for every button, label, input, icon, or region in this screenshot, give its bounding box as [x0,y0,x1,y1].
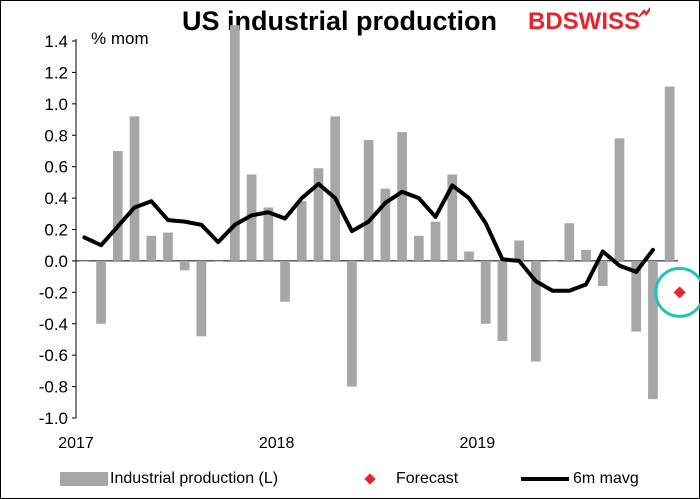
logo-arrow-icon [638,7,651,17]
legend-swatch-bars [60,471,108,486]
y-tick-label: 0.6 [44,158,68,177]
bar-industrial-production [196,260,207,337]
y-tick-label: -0.6 [39,346,68,365]
bar-industrial-production [597,260,608,287]
bdswiss-logo: BDSWISS [528,7,652,36]
bar-industrial-production [631,260,642,332]
legend-label-forecast: Forecast [396,470,459,487]
bar-industrial-production [397,132,407,261]
bar-industrial-production [581,249,591,261]
logo-text-swiss: SWISS [562,8,641,35]
bar-industrial-production [330,116,341,261]
legend-item-line: 6m mavg [521,470,639,490]
bar-industrial-production [112,150,123,261]
y-tick-label: -1.0 [39,409,68,428]
y-tick-label: 1.4 [44,32,68,51]
forecast-marker [673,286,686,299]
bar-industrial-production [480,260,491,324]
bar-industrial-production [447,174,458,261]
bar-industrial-production [363,139,374,261]
bar-industrial-production [96,260,106,324]
y-tick-label: 1.2 [44,63,68,82]
logo-text-bd: BD [528,8,563,35]
legend-swatch-line [521,476,569,481]
bar-industrial-production [648,260,658,400]
bar-industrial-production [430,221,441,261]
y-tick-label: 0.8 [44,126,68,145]
y-tick-label: 0.0 [44,252,68,271]
y-tick-label: -0.2 [39,283,68,302]
y-tick-label: 1.0 [44,95,68,114]
bar-industrial-production [464,251,474,261]
bar-industrial-production [246,174,257,261]
y-tick-label: 0.4 [44,189,68,208]
y-tick-label: -0.8 [39,378,68,397]
bar-industrial-production [531,260,541,362]
bar-industrial-production [179,260,190,271]
bar-industrial-production [296,201,307,261]
forecast-highlight-ring [654,266,700,318]
line-6m-mavg [82,181,655,293]
bar-industrial-production [380,188,391,261]
bar-industrial-production [664,86,675,261]
y-tick-label: -0.4 [39,315,68,334]
bar-industrial-production [230,25,240,261]
bar-industrial-production [163,232,173,261]
legend-swatch-forecast [364,473,376,485]
bar-industrial-production [79,260,90,262]
legend-item-bars: Industrial production (L) [60,470,278,490]
bar-industrial-production [129,116,140,261]
bar-industrial-production [347,260,357,387]
legend-label-bars: Industrial production (L) [110,470,279,487]
bar-industrial-production [514,240,524,261]
x-tick-label: 2017 [58,435,94,452]
y-tick-label: 0.2 [44,221,68,240]
x-tick-label: 2018 [259,435,295,452]
bar-industrial-production [413,235,424,261]
legend-label-line: 6m mavg [573,470,639,487]
bar-industrial-production [614,138,625,261]
legend-item-forecast: Forecast [344,470,458,490]
bar-industrial-production [547,260,558,262]
bar-industrial-production [263,207,274,261]
bar-industrial-production [313,168,324,261]
x-tick-label: 2019 [460,435,496,452]
y-axis-unit-label: % mom [91,29,149,48]
bar-industrial-production [146,235,157,261]
bar-industrial-production [213,260,223,262]
bar-industrial-production [497,260,508,342]
bar-industrial-production [564,223,575,261]
bar-industrial-production [280,260,290,302]
